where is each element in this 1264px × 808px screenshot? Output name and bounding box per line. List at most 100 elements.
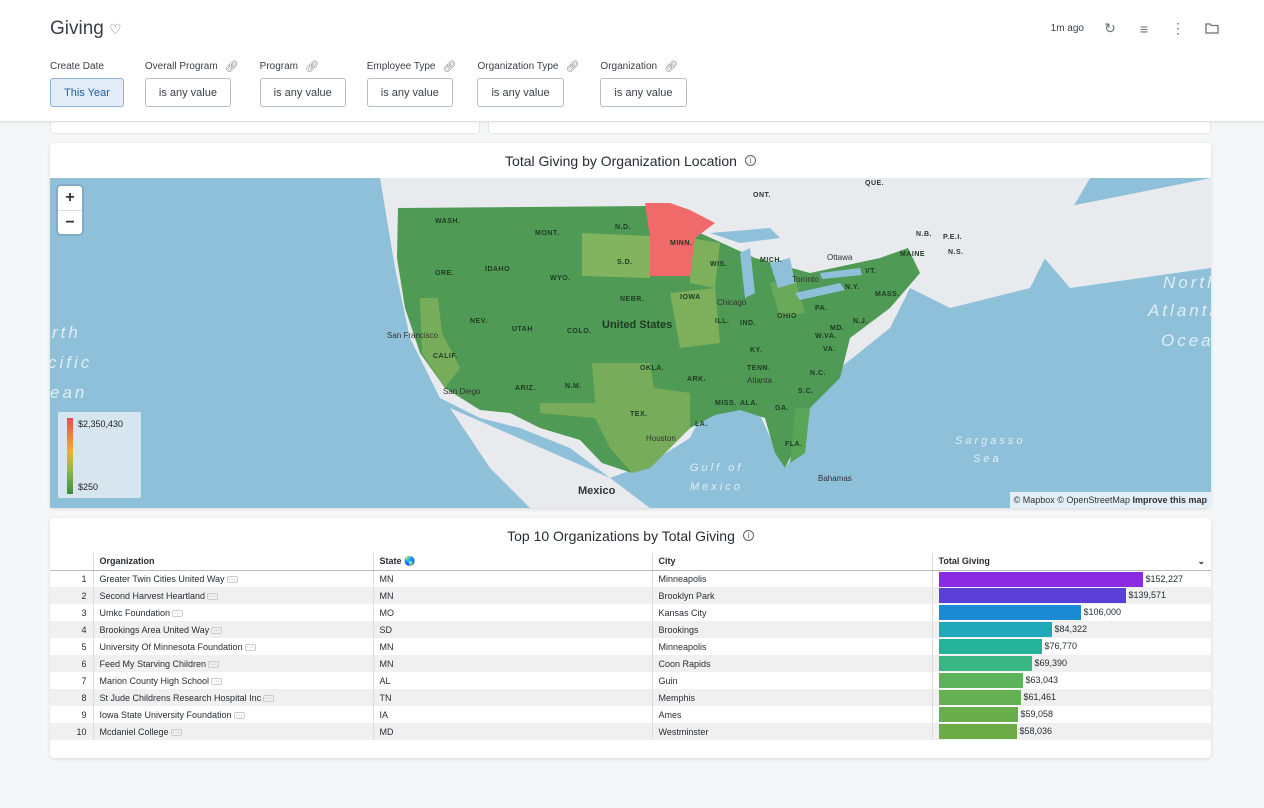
organization-cell[interactable]: St Jude Childrens Research Hospital Inc ·… [92,689,373,706]
refresh-icon[interactable]: ↻ [1104,20,1116,36]
filter-label: Organization Type 🔗︎ [477,60,580,73]
total-giving-value: $76,770 [1044,641,1078,651]
map-label: MAINE [900,251,926,258]
choropleth-map[interactable]: WASH. MONT. N.D. MINN. ORE. IDAHO WYO. S.D. WIS.… [50,178,1211,508]
map-label: P.E.I. [943,234,963,241]
organization-cell[interactable]: Brookings Area United Way ··· [92,621,373,638]
map-label: S.D. [617,259,633,266]
filter-value-button[interactable]: is any value [477,78,564,107]
total-giving-column-header[interactable]: Total Giving ⌄ [931,553,1211,571]
table-row[interactable]: 1 Greater Twin Cities United Way ··· MN Minn… [50,570,1211,587]
header-actions: 1m ago ↻ ≡ ⋮ [1051,20,1220,37]
total-giving-value: $58,036 [1019,726,1053,736]
filter-label: Program 🔗︎ [260,60,346,73]
state-column-header[interactable]: State 🌎 [372,553,652,571]
rank-cell: 8 [50,689,93,706]
map-label: N.Y. [845,284,860,291]
organization-cell[interactable]: Marion County High School ··· [92,672,373,689]
more-options-icon[interactable]: ··· [172,609,184,617]
sort-chevron-down-icon[interactable]: ⌄ [1197,555,1205,566]
last-updated: 1m ago [1050,23,1084,34]
zoom-in-button[interactable]: + [65,189,75,206]
map-label: Mexico [690,481,743,493]
link-icon[interactable]: 🔗︎ [664,60,679,73]
link-icon[interactable]: 🔗︎ [442,60,457,73]
filter-0: Create Date This Year [50,60,124,107]
info-icon[interactable]: i [742,530,754,541]
organization-cell[interactable]: Umkc Foundation ··· [92,604,373,621]
table-row[interactable]: 7 Marion County High School ··· AL Guin $63,0… [50,672,1211,689]
total-giving-cell: $152,227 [931,570,1211,587]
organization-cell[interactable]: Greater Twin Cities United Way ··· [92,570,373,587]
table-tile: Top 10 Organizations by Total Giving i O… [50,518,1211,758]
organization-column-header[interactable]: Organization [92,553,373,571]
filter-value-button[interactable]: is any value [366,78,453,107]
top-organizations-table: Organization State 🌎 City Total Giving ⌄ … [50,553,1211,740]
filter-value-button[interactable]: is any value [259,78,346,107]
city-column-header[interactable]: City [651,553,932,571]
state-column-label: State [379,555,402,566]
filter-value-button[interactable]: is any value [144,78,231,107]
link-icon[interactable]: 🔗︎ [565,60,580,73]
total-giving-cell: $76,770 [931,638,1211,655]
table-row[interactable]: 8 St Jude Childrens Research Hospital Inc… [50,689,1211,706]
organization-name[interactable]: Iowa State University Foundation [99,709,232,720]
organization-name[interactable]: Feed My Starving Children [99,658,207,669]
link-icon[interactable]: 🔗︎ [305,60,319,73]
table-row[interactable]: 3 Umkc Foundation ··· MO Kansas City $106,000 [50,604,1211,621]
organization-name[interactable]: University Of Minnesota Foundation [99,641,243,652]
organization-cell[interactable]: Feed My Starving Children ··· [92,655,373,672]
map-tile: Total Giving by Organization Location i [50,143,1211,508]
table-row[interactable]: 6 Feed My Starving Children ··· MN Coon Rapi… [50,655,1211,672]
total-giving-cell: $139,571 [931,587,1211,604]
organization-name[interactable]: Marion County High School [99,675,210,686]
map-label: MONT. [535,230,560,237]
organization-name[interactable]: St Jude Childrens Research Hospital Inc [99,692,262,703]
filter-value-button[interactable]: This Year [50,78,124,107]
improve-map-link[interactable]: Improve this map [1132,495,1207,505]
organization-name[interactable]: Mcdaniel College [99,726,169,737]
organization-cell[interactable]: Mcdaniel College ··· [92,723,373,740]
more-options-icon[interactable]: ··· [211,677,223,685]
more-options-icon[interactable]: ··· [233,711,245,719]
more-options-icon[interactable]: ··· [244,643,256,651]
more-options-icon[interactable]: ··· [226,575,238,583]
info-icon[interactable]: i [744,155,756,166]
more-vertical-icon[interactable]: ⋮ [1171,20,1185,36]
total-giving-bar [938,656,1032,671]
dashboard-title: Giving [50,18,104,39]
more-options-icon[interactable]: ··· [208,660,220,668]
more-options-icon[interactable]: ··· [263,694,275,702]
map-label: VA. [823,346,836,353]
table-row[interactable]: 10 Mcdaniel College ··· MD Westminster $58,03… [50,723,1211,740]
table-row[interactable]: 9 Iowa State University Foundation ··· IA Am… [50,706,1211,723]
organization-name[interactable]: Brookings Area United Way [99,624,210,635]
table-row[interactable]: 5 University Of Minnesota Foundation ··· MN… [50,638,1211,655]
folder-icon[interactable] [1204,21,1220,37]
more-options-icon[interactable]: ··· [211,626,223,634]
filter-value-button[interactable]: is any value [600,78,687,107]
more-options-icon[interactable]: ··· [170,728,182,736]
map-label: MISS. [715,400,737,407]
filter-4: Organization Type 🔗︎ is any value [477,60,579,107]
organization-name[interactable]: Greater Twin Cities United Way [99,573,225,584]
map-label: Chicago [717,298,747,307]
table-row[interactable]: 2 Second Harvest Heartland ··· MN Brooklyn P… [50,587,1211,604]
organization-cell[interactable]: Iowa State University Foundation ··· [92,706,373,723]
zoom-out-button[interactable]: − [58,210,82,234]
organization-cell[interactable]: University Of Minnesota Foundation ··· [92,638,373,655]
organization-cell[interactable]: Second Harvest Heartland ··· [92,587,373,604]
state-cell: IA [372,706,652,723]
filter-label: Employee Type 🔗︎ [367,60,457,73]
attribution-text: © Mapbox © OpenStreetMap [1013,495,1130,505]
state-cell: SD [372,621,652,638]
map-label: San Diego [443,387,481,396]
favorite-heart-icon[interactable]: ♡ [109,21,122,37]
link-icon[interactable]: 🔗︎ [224,60,239,73]
more-options-icon[interactable]: ··· [207,592,219,600]
organization-name[interactable]: Umkc Foundation [99,607,171,618]
organization-name[interactable]: Second Harvest Heartland [99,590,206,601]
filter-icon[interactable]: ≡ [1139,20,1149,37]
map-label: ean [50,383,88,402]
table-row[interactable]: 4 Brookings Area United Way ··· SD Brookings… [50,621,1211,638]
